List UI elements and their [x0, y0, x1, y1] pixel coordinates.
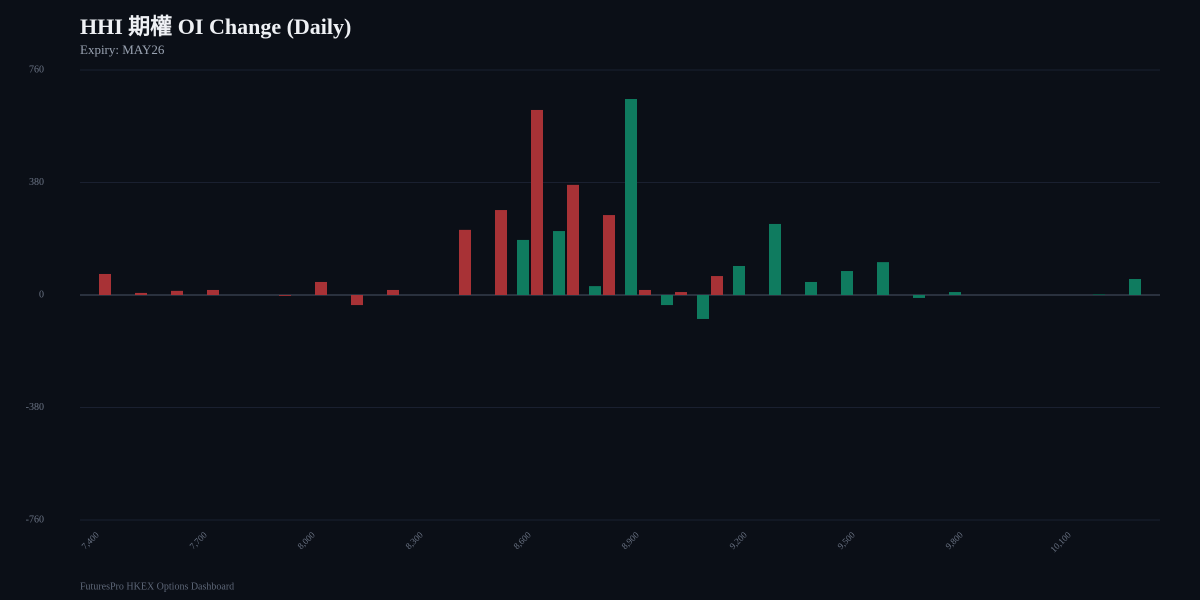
bar: [603, 215, 615, 295]
y-tick-label: 380: [29, 177, 44, 188]
bar: [949, 292, 961, 295]
chart-title: HHI 期權 OI Change (Daily): [80, 14, 351, 39]
bar: [805, 281, 817, 295]
bar: [207, 289, 219, 295]
bar: [279, 295, 291, 296]
bar: [711, 276, 723, 295]
y-tick-label: 0: [39, 289, 44, 300]
bar: [877, 262, 889, 295]
bar: [841, 271, 853, 295]
bar: [517, 239, 529, 295]
bar: [531, 109, 543, 295]
bar: [1129, 279, 1141, 295]
y-tick-label: -760: [26, 514, 44, 525]
bar: [495, 210, 507, 295]
bar: [171, 290, 183, 295]
bar: [769, 223, 781, 295]
bar: [459, 229, 471, 295]
bar: [639, 289, 651, 295]
chart-subtitle: Expiry: MAY26: [80, 42, 165, 57]
bar: [553, 231, 565, 295]
bar: [589, 286, 601, 295]
bar: [697, 295, 709, 319]
bar: [99, 273, 111, 295]
bar: [351, 295, 363, 306]
bar: [733, 265, 745, 295]
bar: [913, 295, 925, 298]
bar: [135, 292, 147, 295]
bar: [675, 292, 687, 295]
bar: [661, 295, 673, 306]
bar: [625, 99, 637, 296]
footer: FuturesPro HKEX Options Dashboard: [80, 581, 234, 592]
bar: [387, 289, 399, 295]
bar: [315, 281, 327, 295]
y-tick-label: 760: [29, 64, 44, 75]
y-tick-label: -380: [26, 402, 44, 413]
bar: [1093, 294, 1105, 295]
bar: [567, 184, 579, 295]
